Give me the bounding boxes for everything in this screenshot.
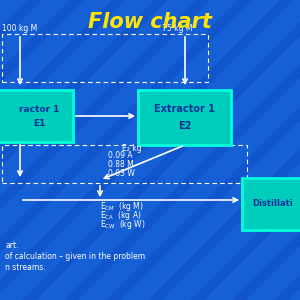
Polygon shape (36, 0, 300, 300)
Text: 0.88 M: 0.88 M (108, 160, 134, 169)
Polygon shape (0, 0, 28, 300)
Text: 0.03 W: 0.03 W (108, 169, 135, 178)
Polygon shape (246, 0, 300, 300)
Bar (2, 145, 247, 183)
Text: Flow chart: Flow chart (88, 12, 212, 32)
Text: E₂ kg: E₂ kg (122, 144, 142, 153)
Polygon shape (288, 0, 300, 300)
Text: $\mathregular{E_{CW}}$  (kg W): $\mathregular{E_{CW}}$ (kg W) (100, 218, 146, 231)
Polygon shape (0, 0, 238, 300)
Polygon shape (0, 0, 112, 300)
Text: of calculation – given in the problem: of calculation – given in the problem (5, 252, 145, 261)
Text: art.: art. (5, 241, 19, 250)
Text: E1: E1 (33, 119, 45, 128)
Polygon shape (0, 0, 154, 300)
Text: 75 kg M: 75 kg M (162, 24, 193, 33)
Text: $\mathregular{E_{CM}}$  (kg M): $\mathregular{E_{CM}}$ (kg M) (100, 200, 144, 213)
Text: Extractor 1: Extractor 1 (154, 104, 215, 114)
Text: $\mathregular{E_{CA}}$  (kg A): $\mathregular{E_{CA}}$ (kg A) (100, 209, 142, 222)
Text: E2: E2 (178, 121, 191, 131)
Bar (242, 178, 300, 230)
Text: Distillati: Distillati (253, 200, 293, 208)
Polygon shape (120, 0, 300, 300)
Polygon shape (204, 0, 300, 300)
Bar (138, 90, 231, 145)
Polygon shape (0, 0, 280, 300)
Bar (0, 90, 73, 142)
Text: ractor 1: ractor 1 (19, 105, 59, 114)
Polygon shape (162, 0, 300, 300)
Polygon shape (0, 0, 196, 300)
Polygon shape (78, 0, 300, 300)
Bar (2, 34, 208, 82)
Text: 0.09 A: 0.09 A (108, 151, 133, 160)
Polygon shape (0, 0, 70, 300)
Text: 100 kg M: 100 kg M (2, 24, 37, 33)
Text: n streams.: n streams. (5, 263, 46, 272)
